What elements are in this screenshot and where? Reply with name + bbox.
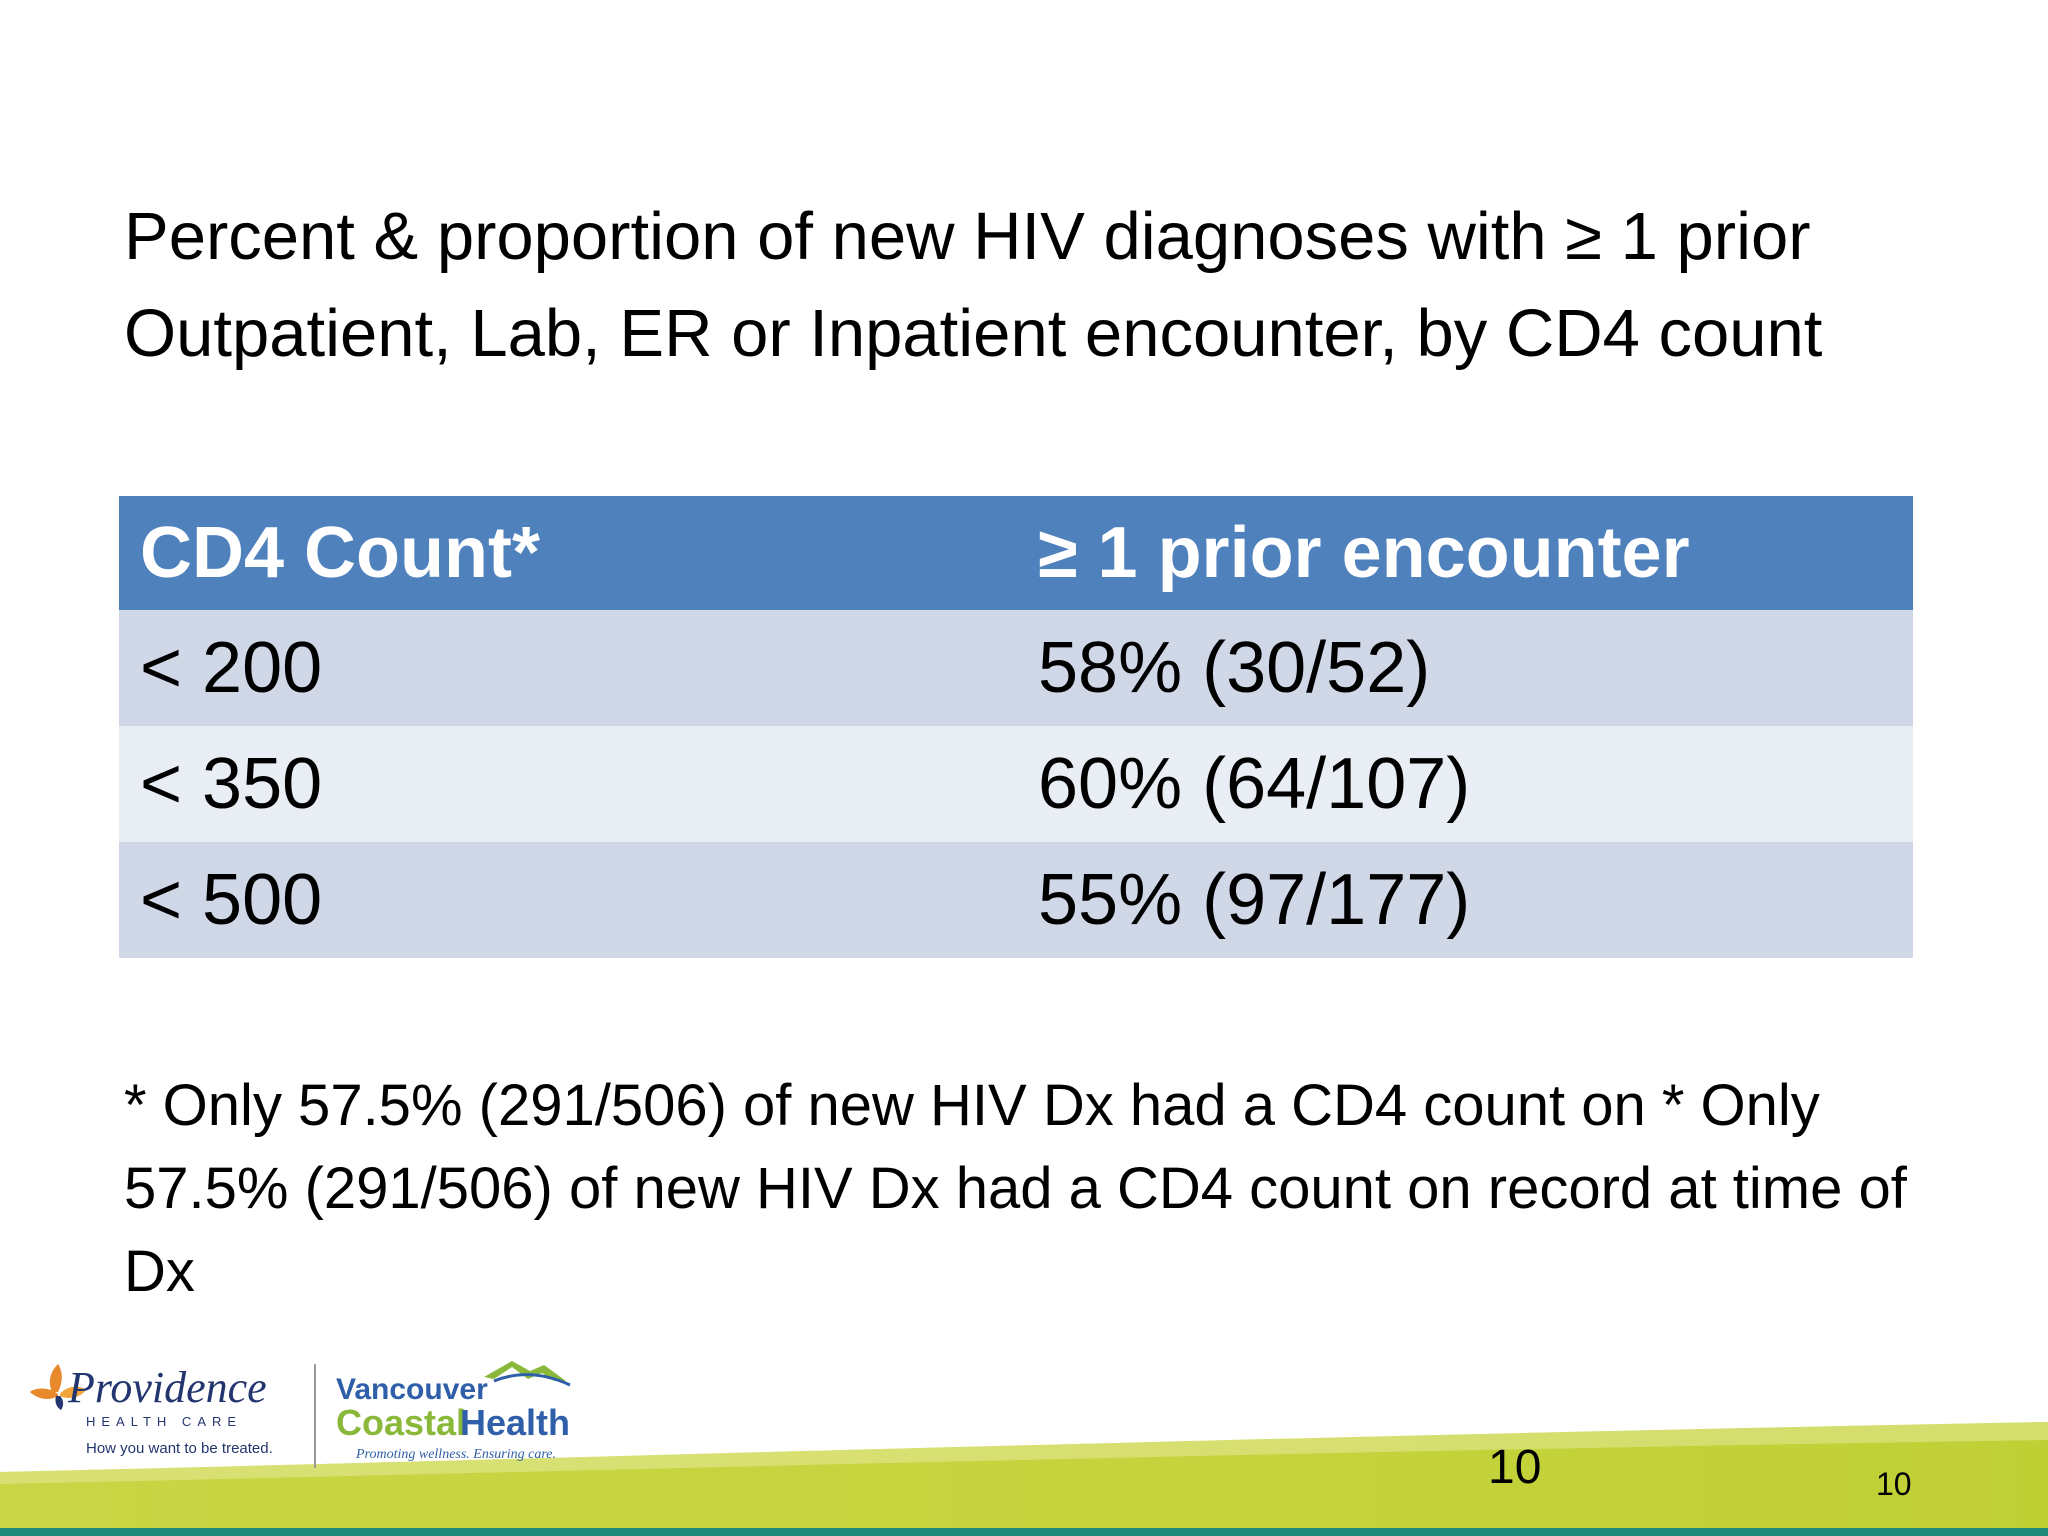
svg-text:Health: Health bbox=[460, 1402, 570, 1443]
table-row: < 500 55% (97/177) bbox=[119, 842, 1913, 958]
table-cell-encounter: 60% (64/107) bbox=[1017, 726, 1913, 842]
svg-text:Promoting wellness. Ensuring c: Promoting wellness. Ensuring care. bbox=[355, 1447, 556, 1462]
table-row: < 200 58% (30/52) bbox=[119, 610, 1913, 726]
svg-text:How you want to be treated.: How you want to be treated. bbox=[86, 1440, 273, 1457]
table-header-row: CD4 Count* ≥ 1 prior encounter bbox=[119, 496, 1913, 610]
vch-logo: Vancouver Coastal Health Promoting welln… bbox=[336, 1361, 571, 1462]
slide-number-small: 10 bbox=[1876, 1466, 1912, 1502]
footnote: * Only 57.5% (291/506) of new HIV Dx had… bbox=[124, 1073, 1907, 1304]
svg-text:Providence: Providence bbox=[67, 1363, 267, 1412]
logo-divider bbox=[314, 1364, 316, 1468]
table-cell-encounter: 55% (97/177) bbox=[1017, 842, 1913, 958]
providence-logo: Providence HEALTH CARE How you want to b… bbox=[30, 1363, 273, 1457]
table-cell-cd4: < 350 bbox=[119, 726, 1017, 842]
cd4-table: CD4 Count* ≥ 1 prior encounter < 200 58%… bbox=[119, 496, 1913, 958]
svg-text:HEALTH CARE: HEALTH CARE bbox=[86, 1414, 242, 1429]
header-cd4-count: CD4 Count* bbox=[119, 496, 1017, 610]
svg-text:Vancouver: Vancouver bbox=[336, 1373, 488, 1406]
slide-title: Percent & proportion of new HIV diagnose… bbox=[124, 199, 1823, 371]
mountain-icon bbox=[484, 1361, 571, 1387]
header-prior-encounter: ≥ 1 prior encounter bbox=[1017, 496, 1913, 610]
table-cell-cd4: < 500 bbox=[119, 842, 1017, 958]
table-cell-encounter: 58% (30/52) bbox=[1017, 610, 1913, 726]
providence-flower-icon bbox=[30, 1364, 86, 1410]
footer-swoosh bbox=[0, 1422, 2048, 1536]
svg-text:Coastal: Coastal bbox=[336, 1402, 466, 1443]
slide-number-large: 10 bbox=[1488, 1441, 1542, 1494]
table-cell-cd4: < 200 bbox=[119, 610, 1017, 726]
table-row: < 350 60% (64/107) bbox=[119, 726, 1913, 842]
